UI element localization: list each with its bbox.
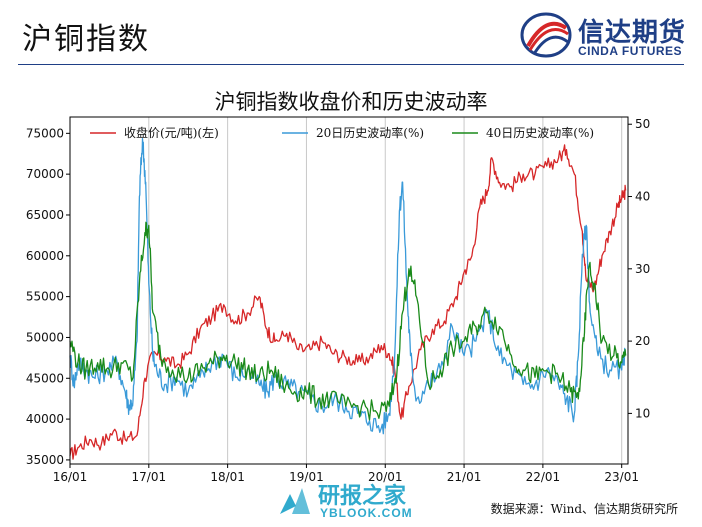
left-tick-label: 55000 [26, 290, 64, 304]
x-tick-label: 17/01 [132, 470, 167, 484]
x-tick-label: 22/01 [526, 470, 561, 484]
header-divider [18, 64, 684, 65]
watermark-en-text: YBLOOK.COM [320, 506, 413, 520]
x-tick-label: 16/01 [53, 470, 88, 484]
data-source: 数据来源：Wind、信达期货研究所 [490, 502, 678, 516]
left-tick-label: 45000 [26, 371, 64, 385]
left-tick-label: 40000 [26, 412, 64, 426]
logo-cn-text: 信达期货 [578, 18, 687, 48]
brand-logo: 信达期货 CINDA FUTURES [520, 8, 690, 60]
x-tick-label: 20/01 [368, 470, 403, 484]
right-tick-label: 40 [635, 190, 650, 204]
left-tick-label: 35000 [26, 453, 64, 467]
left-tick-label: 75000 [26, 126, 64, 140]
x-tick-label: 21/01 [447, 470, 482, 484]
watermark: 研报之家 YBLOOK.COM [278, 478, 438, 522]
left-tick-label: 60000 [26, 249, 64, 263]
plot-frame [69, 116, 629, 465]
x-tick-label: 18/01 [210, 470, 245, 484]
right-tick-label: 50 [635, 117, 650, 131]
left-tick-label: 50000 [26, 330, 64, 344]
legend-label: 收盘价(元/吨)(左) [124, 125, 219, 140]
left-tick-label: 65000 [26, 208, 64, 222]
vol20-series-line [69, 138, 627, 435]
watermark-icon [280, 488, 310, 514]
legend-label: 20日历史波动率(%) [316, 125, 424, 140]
watermark-cn-text: 研报之家 [318, 484, 407, 509]
price-series-line [69, 144, 627, 460]
right-tick-label: 10 [635, 406, 650, 420]
vol40-series-line [69, 221, 627, 421]
logo-en-text: CINDA FUTURES [578, 44, 683, 58]
cinda-logo-icon [520, 12, 572, 58]
page-title: 沪铜指数 [22, 22, 150, 57]
right-tick-label: 30 [635, 262, 650, 276]
legend-label: 40日历史波动率(%) [486, 125, 594, 140]
chart-title: 沪铜指数收盘价和历史波动率 [214, 90, 488, 114]
right-tick-label: 20 [635, 334, 650, 348]
x-tick-label: 19/01 [289, 470, 324, 484]
left-tick-label: 70000 [26, 167, 64, 181]
x-tick-label: 23/01 [604, 470, 639, 484]
